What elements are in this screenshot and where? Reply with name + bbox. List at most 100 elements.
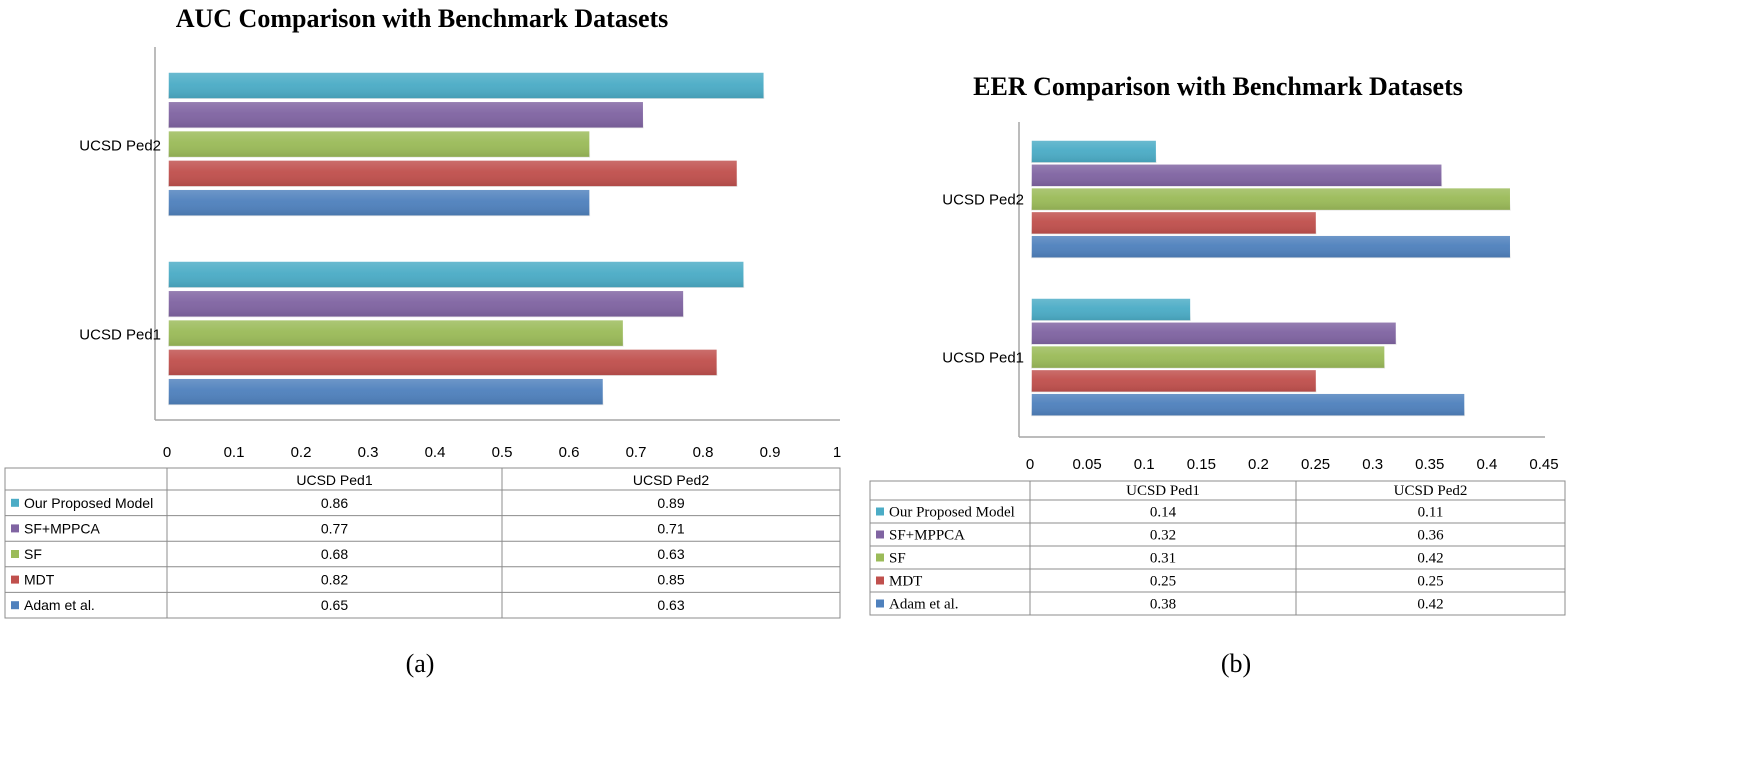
table-cell-sf-mppca-ucsd-ped1: 0.32 (1150, 528, 1176, 544)
table-header-ucsd-ped1: UCSD Ped1 (296, 472, 372, 488)
legend-label-sf: SF (889, 551, 906, 567)
table-cell-sf-mppca-ucsd-ped1: 0.77 (321, 520, 348, 536)
category-label-ucsd-ped2: UCSD Ped2 (79, 137, 161, 154)
table-cell-sf-ucsd-ped1: 0.68 (321, 546, 348, 562)
legend-swatch-sf (11, 550, 19, 558)
chart-eer: EER Comparison with Benchmark Datasets U… (869, 72, 1566, 678)
legend-swatch-sf-mppca (876, 530, 884, 539)
bar-sf-mppca-ucsd-ped2 (167, 100, 645, 130)
bar-our-proposed-model-ucsd-ped2 (167, 71, 766, 100)
bar-mdt-ucsd-ped1 (167, 348, 719, 377)
table-border (4, 467, 841, 619)
chart-auc-plot: UCSD Ped1 UCSD Ped2 0 0.1 0.2 0.3 0.4 0.5 0.6 0.… (79, 47, 841, 461)
bar-sf-mppca-ucsd-ped1 (1030, 321, 1398, 346)
x-tick-label: 0.8 (693, 444, 714, 461)
legend-label-mdt: MDT (889, 574, 922, 590)
bar-adam-et-al-ucsd-ped1 (167, 377, 605, 406)
legend-label-mdt: MDT (24, 572, 55, 588)
table-cell-our-proposed-model-ucsd-ped2: 0.89 (657, 495, 684, 511)
x-tick-label: 0.45 (1529, 456, 1558, 473)
table-header-ucsd-ped1: UCSD Ped1 (1126, 483, 1200, 499)
x-tick-label: 0.35 (1415, 456, 1444, 473)
x-tick-label: 0 (1026, 456, 1034, 473)
category-label-ucsd-ped1: UCSD Ped1 (79, 326, 161, 343)
table-cell-sf-ucsd-ped2: 0.42 (1417, 551, 1443, 567)
chart-eer-data-table: UCSD Ped1 UCSD Ped2 Our Proposed Model 0.14… (869, 480, 1566, 616)
category-label-ucsd-ped1: UCSD Ped1 (942, 350, 1024, 367)
x-tick-label: 0.05 (1073, 456, 1102, 473)
x-tick-label: 0.25 (1301, 456, 1330, 473)
legend-swatch-adam-et-al (876, 599, 884, 608)
bar-adam-et-al-ucsd-ped2 (1030, 234, 1512, 259)
table-cell-sf-mppca-ucsd-ped2: 0.71 (657, 520, 684, 536)
figure-label-a: (a) (406, 649, 435, 678)
bar-sf-ucsd-ped1 (167, 318, 625, 348)
table-header-ucsd-ped2: UCSD Ped2 (633, 472, 709, 488)
x-tick-label: 0.4 (1476, 456, 1497, 473)
bar-sf-mppca-ucsd-ped2 (1030, 163, 1443, 188)
table-cell-our-proposed-model-ucsd-ped1: 0.86 (321, 495, 348, 511)
bar-sf-ucsd-ped2 (1030, 186, 1512, 212)
bar-our-proposed-model-ucsd-ped1 (167, 260, 745, 289)
table-cell-adam-et-al-ucsd-ped2: 0.42 (1417, 597, 1443, 613)
table-cell-mdt-ucsd-ped2: 0.25 (1417, 574, 1443, 590)
bar-adam-et-al-ucsd-ped1 (1030, 392, 1466, 417)
chart-eer-title: EER Comparison with Benchmark Datasets (973, 72, 1463, 101)
legend-swatch-sf-mppca (11, 524, 19, 533)
legend-label-sf: SF (24, 546, 42, 562)
legend-swatch-mdt (876, 576, 884, 585)
x-tick-label: 0.1 (224, 444, 245, 461)
x-tick-label: 0.4 (425, 444, 446, 461)
bar-sf-ucsd-ped2 (167, 129, 591, 159)
table-border (869, 480, 1566, 616)
x-tick-label: 0.15 (1187, 456, 1216, 473)
bar-adam-et-al-ucsd-ped2 (167, 188, 591, 217)
bar-mdt-ucsd-ped2 (167, 159, 739, 188)
bar-our-proposed-model-ucsd-ped2 (1030, 139, 1158, 164)
x-tick-label: 1 (833, 444, 841, 461)
legend-label-sf-mppca: SF+MPPCA (24, 520, 101, 536)
legend-swatch-our-proposed-model (11, 498, 19, 507)
table-cell-sf-mppca-ucsd-ped2: 0.36 (1417, 528, 1444, 544)
legend-label-our-proposed-model: Our Proposed Model (889, 505, 1015, 521)
x-tick-label: 0.7 (626, 444, 647, 461)
table-cell-sf-ucsd-ped1: 0.31 (1150, 551, 1176, 567)
legend-swatch-sf (876, 553, 884, 562)
chart-auc-data-table: UCSD Ped1 UCSD Ped2 Our Proposed Model 0.86… (4, 467, 841, 619)
legend-label-adam-et-al: Adam et al. (24, 597, 95, 613)
bar-sf-ucsd-ped1 (1030, 344, 1386, 370)
x-tick-label: 0.5 (492, 444, 513, 461)
bar-our-proposed-model-ucsd-ped1 (1030, 297, 1192, 322)
chart-eer-plot: UCSD Ped1 UCSD Ped2 0 0.05 0.1 0.15 0.2 0.25 0.… (942, 122, 1559, 473)
legend-swatch-adam-et-al (11, 601, 19, 610)
table-cell-our-proposed-model-ucsd-ped2: 0.11 (1418, 505, 1444, 521)
figure-label-b: (b) (1221, 649, 1251, 678)
table-cell-our-proposed-model-ucsd-ped1: 0.14 (1150, 505, 1177, 521)
table-cell-mdt-ucsd-ped1: 0.25 (1150, 574, 1176, 590)
legend-label-sf-mppca: SF+MPPCA (889, 528, 965, 544)
table-cell-mdt-ucsd-ped1: 0.82 (321, 572, 348, 588)
table-cell-adam-et-al-ucsd-ped1: 0.38 (1150, 597, 1176, 613)
x-tick-label: 0.9 (760, 444, 781, 461)
legend-label-adam-et-al: Adam et al. (889, 597, 959, 613)
chart-auc-title: AUC Comparison with Benchmark Datasets (176, 4, 669, 33)
x-tick-label: 0.1 (1134, 456, 1155, 473)
chart-auc: AUC Comparison with Benchmark Datasets U… (4, 4, 841, 678)
x-tick-label: 0.2 (1248, 456, 1269, 473)
x-tick-label: 0 (163, 444, 171, 461)
legend-swatch-our-proposed-model (876, 507, 884, 516)
bar-mdt-ucsd-ped2 (1030, 210, 1318, 236)
table-cell-mdt-ucsd-ped2: 0.85 (657, 572, 684, 588)
category-label-ucsd-ped2: UCSD Ped2 (942, 192, 1024, 209)
bar-sf-mppca-ucsd-ped1 (167, 289, 685, 319)
x-tick-label: 0.2 (291, 444, 312, 461)
x-tick-label: 0.6 (559, 444, 580, 461)
table-cell-adam-et-al-ucsd-ped2: 0.63 (657, 597, 684, 613)
x-tick-label: 0.3 (358, 444, 379, 461)
legend-swatch-mdt (11, 575, 19, 584)
table-cell-adam-et-al-ucsd-ped1: 0.65 (321, 597, 348, 613)
table-cell-sf-ucsd-ped2: 0.63 (657, 546, 684, 562)
legend-label-our-proposed-model: Our Proposed Model (24, 495, 153, 511)
bar-mdt-ucsd-ped1 (1030, 368, 1318, 394)
